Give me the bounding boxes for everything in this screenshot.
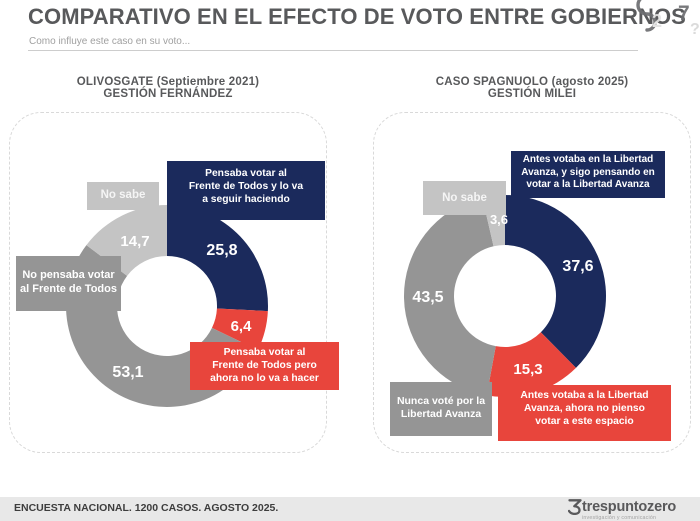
- svg-text:6,4: 6,4: [231, 318, 253, 335]
- svg-text:53,1: 53,1: [112, 364, 143, 381]
- svg-text:15,3: 15,3: [513, 361, 542, 378]
- svg-text:14,7: 14,7: [120, 233, 149, 250]
- svg-text:25,8: 25,8: [206, 242, 237, 259]
- svg-text:37,6: 37,6: [562, 258, 593, 275]
- svg-text:43,5: 43,5: [412, 289, 443, 306]
